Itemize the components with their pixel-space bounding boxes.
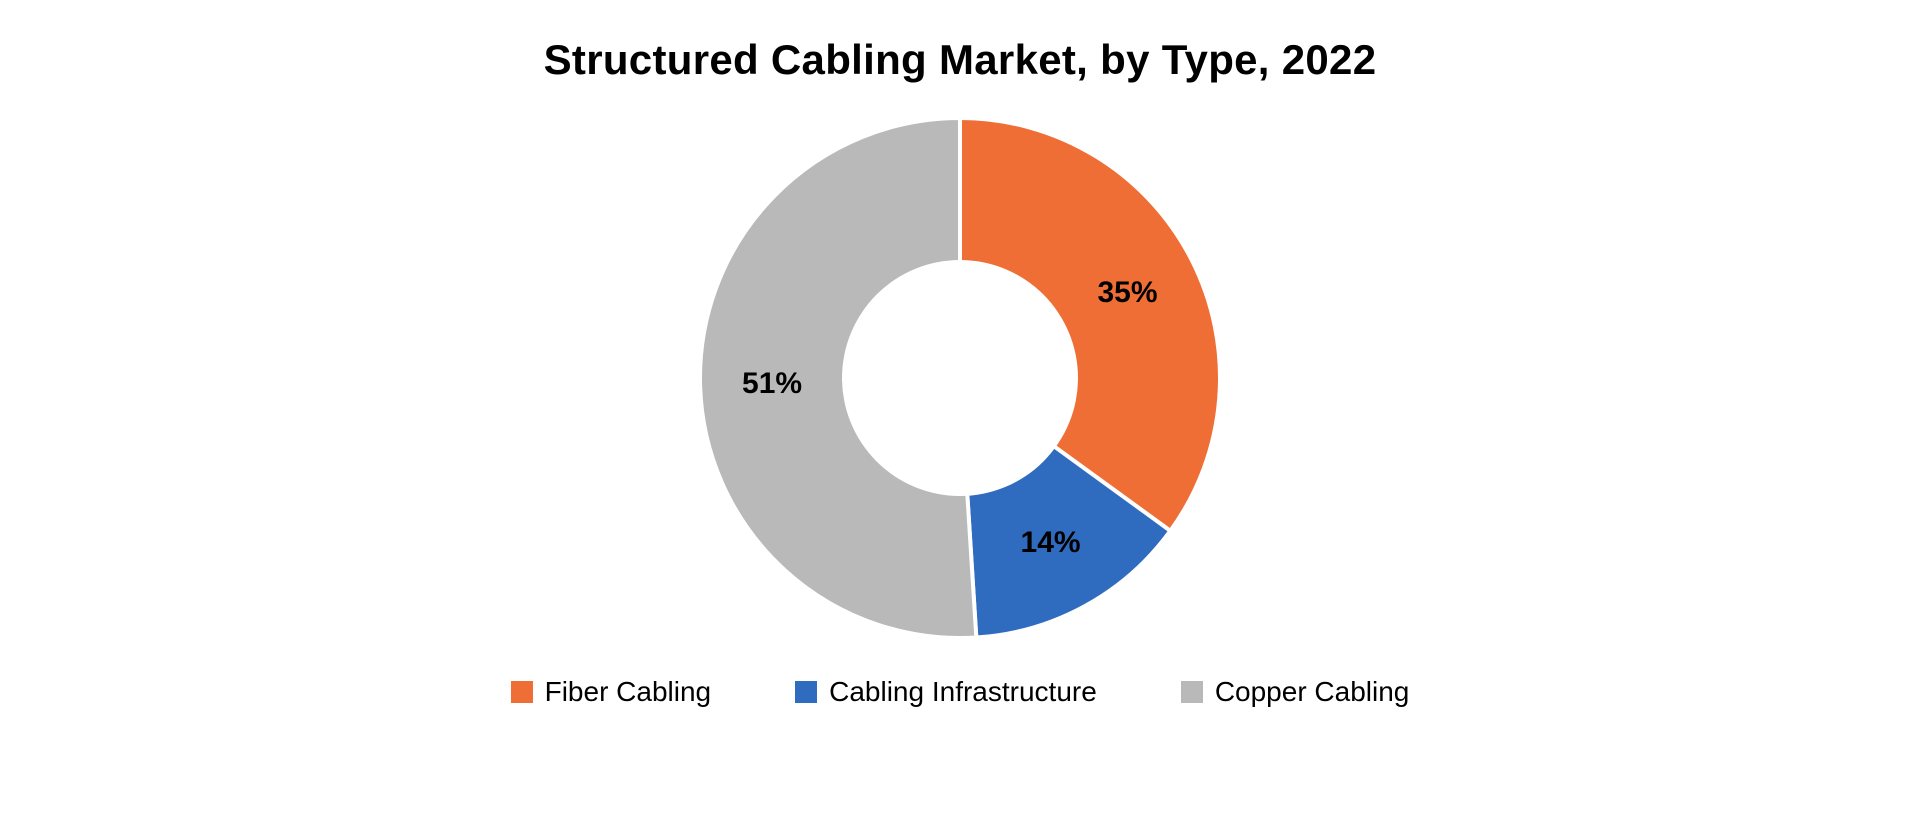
legend-swatch-fiber (511, 681, 533, 703)
legend-item-fiber: Fiber Cabling (511, 676, 712, 708)
legend-item-infra: Cabling Infrastructure (795, 676, 1097, 708)
legend: Fiber Cabling Cabling Infrastructure Cop… (511, 676, 1410, 708)
slice-label-2: 51% (742, 367, 802, 401)
chart-title: Structured Cabling Market, by Type, 2022 (544, 36, 1377, 84)
chart-container: Structured Cabling Market, by Type, 2022… (0, 0, 1920, 818)
donut-chart: 35% 14% 51% (700, 118, 1220, 638)
slice-label-1: 14% (1021, 526, 1081, 560)
legend-label-fiber: Fiber Cabling (545, 676, 712, 708)
slice-label-0: 35% (1097, 276, 1157, 310)
legend-swatch-copper (1181, 681, 1203, 703)
legend-label-infra: Cabling Infrastructure (829, 676, 1097, 708)
legend-label-copper: Copper Cabling (1215, 676, 1410, 708)
legend-item-copper: Copper Cabling (1181, 676, 1410, 708)
legend-swatch-infra (795, 681, 817, 703)
